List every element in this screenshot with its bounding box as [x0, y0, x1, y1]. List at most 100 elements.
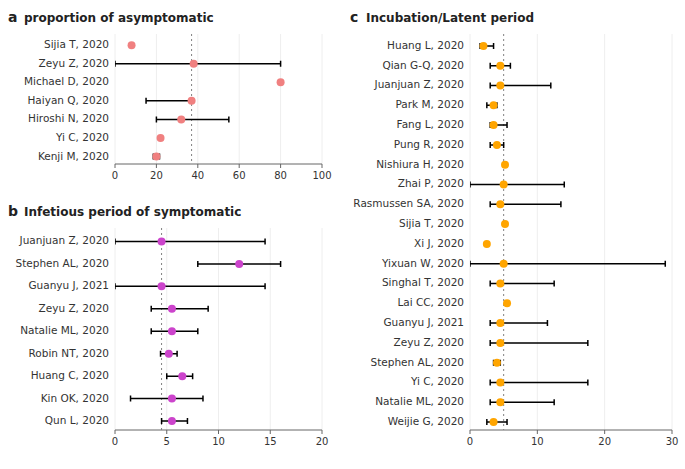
- tick-label: 60: [233, 170, 246, 181]
- point: [496, 200, 504, 208]
- tick-label: 10: [531, 436, 544, 447]
- tick-label: 5: [164, 436, 170, 447]
- point: [158, 282, 166, 290]
- point: [168, 305, 176, 313]
- category-label: Qian G-Q, 2020: [382, 59, 464, 71]
- point: [500, 260, 508, 268]
- tick-label: 80: [274, 170, 287, 181]
- point: [500, 180, 508, 188]
- point: [493, 359, 501, 367]
- tick-label: 15: [264, 436, 277, 447]
- grid-line: [322, 228, 323, 430]
- point: [235, 260, 243, 268]
- category-label: Guanyu J, 2021: [28, 279, 109, 291]
- tick-label: 0: [467, 436, 473, 447]
- error-bar: [146, 98, 192, 104]
- point: [165, 350, 173, 358]
- error-bar: [167, 373, 193, 379]
- category-label: Haiyan Q, 2020: [27, 94, 109, 106]
- point: [152, 153, 160, 161]
- tick-mark: [672, 430, 673, 434]
- category-label: Weijie G, 2020: [388, 415, 464, 427]
- grid-line: [672, 34, 673, 430]
- tick-mark: [537, 430, 538, 434]
- category-label: Michael D, 2020: [24, 75, 109, 87]
- tick-label: 10: [212, 436, 225, 447]
- point: [501, 220, 509, 228]
- point: [177, 115, 185, 123]
- error-bar: [490, 320, 547, 326]
- error-bar: [156, 116, 228, 122]
- panel-label: c: [350, 9, 358, 25]
- title: proportion of asymptomatic: [24, 11, 214, 25]
- point: [496, 279, 504, 287]
- panel: aproportion of asymptomatic020406080100S…: [8, 9, 332, 181]
- error-bar: [198, 261, 281, 267]
- category-label: Singhal T, 2020: [382, 276, 464, 288]
- category-label: Nishiura H, 2020: [376, 158, 464, 170]
- error-bar: [490, 201, 561, 207]
- error-bar: [494, 360, 501, 366]
- panel: cIncubation/Latent period0102030Huang L,…: [350, 9, 678, 447]
- category-label: Kin OK, 2020: [41, 392, 109, 404]
- error-bar: [115, 283, 265, 289]
- error-bar: [162, 418, 188, 424]
- error-bar: [490, 63, 510, 69]
- category-label: Zeyu Z, 2020: [39, 57, 109, 69]
- plot-area: [470, 34, 665, 430]
- error-bar: [151, 328, 198, 334]
- error-bar: [480, 43, 493, 49]
- panel-label: b: [8, 203, 18, 219]
- point: [490, 101, 498, 109]
- category-label: Natalie ML, 2020: [20, 324, 109, 336]
- error-bar: [490, 142, 503, 148]
- point: [501, 161, 509, 169]
- reference-line: [503, 34, 504, 430]
- category-label: Hiroshi N, 2020: [28, 112, 109, 124]
- tick-mark: [166, 430, 167, 434]
- category-label: Pung R, 2020: [394, 138, 464, 150]
- x-axis: [115, 164, 322, 165]
- error-bar: [490, 82, 551, 88]
- tick-mark: [239, 164, 240, 168]
- point: [496, 62, 504, 70]
- grid-line: [197, 34, 198, 164]
- category-label: Juanjuan Z, 2020: [19, 234, 109, 246]
- tick-label: 20: [598, 436, 611, 447]
- point: [493, 141, 501, 149]
- category-label: Sijia T, 2020: [44, 38, 109, 50]
- point: [503, 299, 511, 307]
- tick-label: 100: [312, 170, 331, 181]
- error-bar: [470, 181, 564, 187]
- category-label: Kenji M, 2020: [38, 150, 109, 162]
- point: [178, 372, 186, 380]
- category-label: Zhai P, 2020: [398, 177, 464, 189]
- category-label: Huang L, 2020: [387, 39, 464, 51]
- point: [490, 121, 498, 129]
- category-label: Huang C, 2020: [31, 369, 109, 381]
- point: [157, 134, 165, 142]
- tick-label: 30: [666, 436, 679, 447]
- tick-mark: [270, 430, 271, 434]
- point: [168, 417, 176, 425]
- point: [188, 97, 196, 105]
- panel: bInfetious period of symptomatic05101520…: [8, 203, 328, 447]
- category-label: Guanyu J, 2021: [383, 316, 464, 328]
- error-bar: [161, 351, 178, 357]
- plot-area: [115, 228, 281, 430]
- tick-label: 20: [150, 170, 163, 181]
- category-label: Lai CC, 2020: [397, 296, 464, 308]
- tick-mark: [322, 164, 323, 168]
- error-bar: [151, 306, 208, 312]
- grid-line: [115, 34, 116, 164]
- point: [496, 319, 504, 327]
- reference-line: [161, 228, 162, 430]
- grid-line: [156, 34, 157, 164]
- tick-mark: [115, 430, 116, 434]
- error-bar: [490, 122, 507, 128]
- grid-line: [322, 34, 323, 164]
- tick-label: 0: [112, 170, 118, 181]
- point: [496, 378, 504, 386]
- tick-mark: [156, 164, 157, 168]
- point: [158, 237, 166, 245]
